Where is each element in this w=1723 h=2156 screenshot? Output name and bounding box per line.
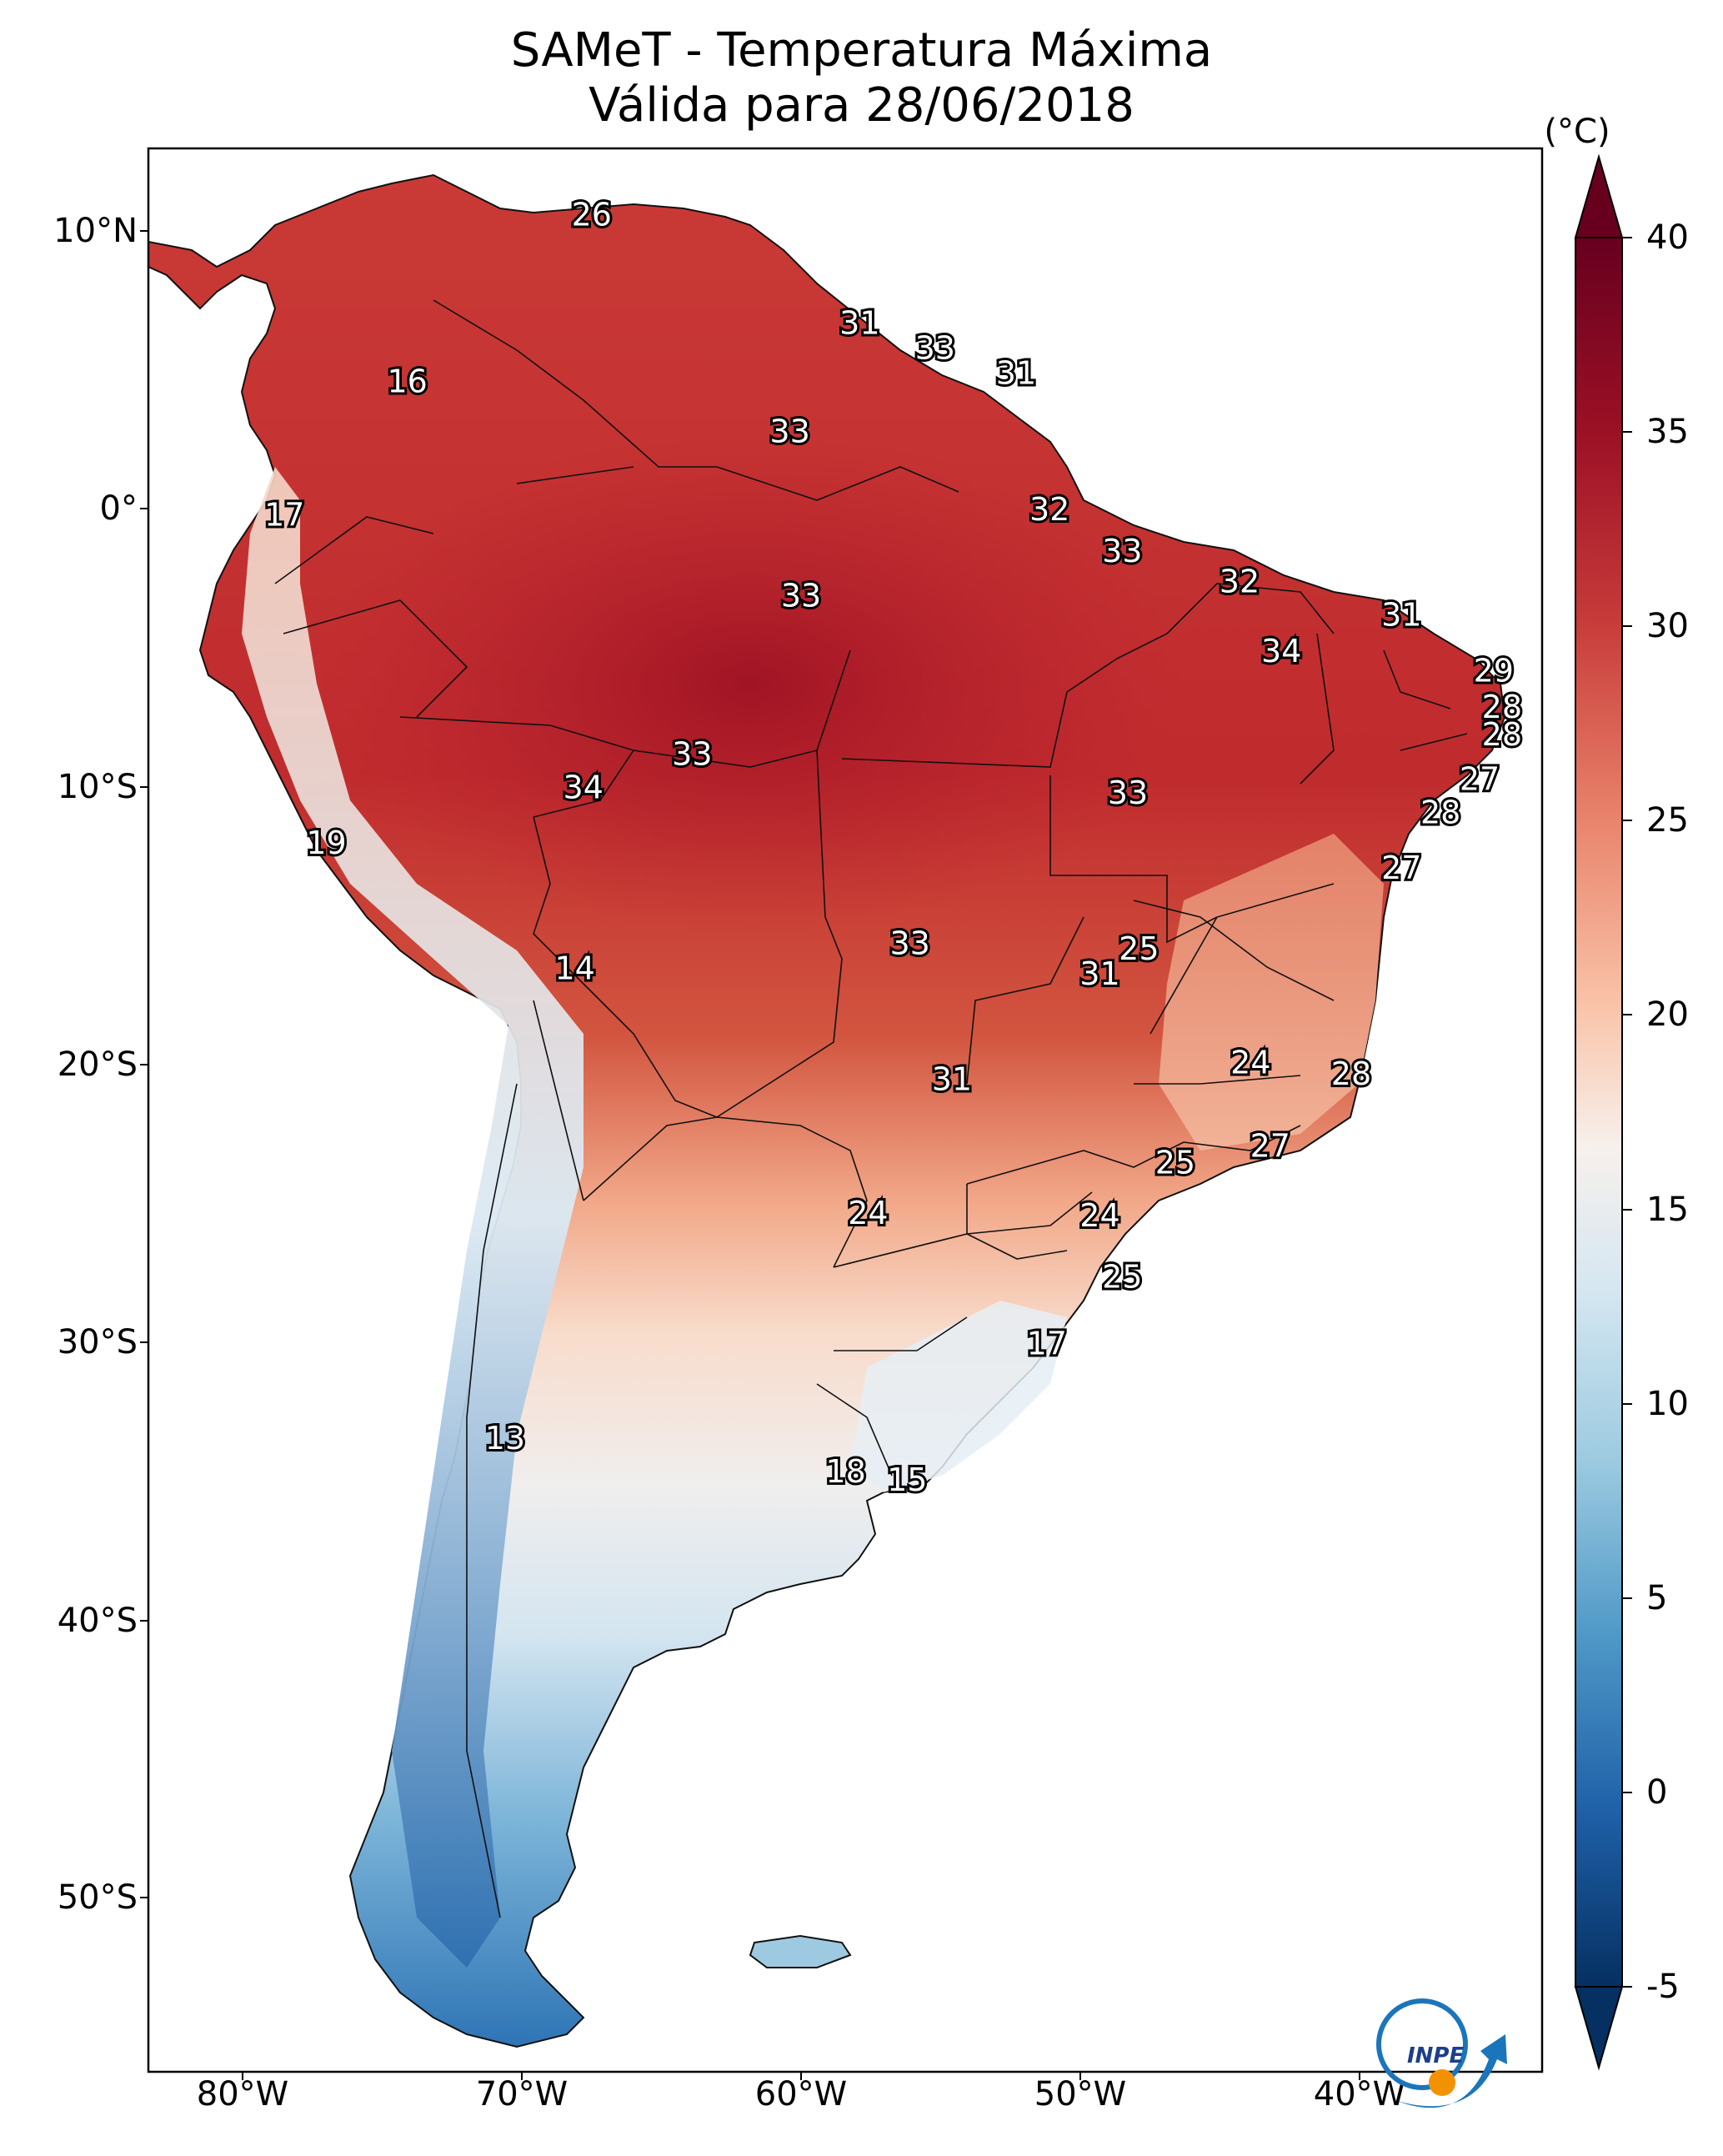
colorbar-tick-label: 35 xyxy=(1646,413,1689,451)
station-temperature-label: 18 xyxy=(825,1453,865,1490)
station-temperature-label: 15 xyxy=(887,1462,927,1498)
colorbar-max-arrow xyxy=(1574,153,1624,238)
station-temperature-label: 25 xyxy=(1102,1258,1142,1295)
station-temperature-label: 13 xyxy=(485,1420,525,1457)
colorbar-ticks xyxy=(1622,237,1632,1988)
station-temperature-label: 25 xyxy=(1119,930,1159,967)
colorbar xyxy=(1574,153,1632,2071)
lat-label: 50°S xyxy=(57,1878,138,1917)
colorbar-tick-label: 0 xyxy=(1646,1773,1668,1812)
lon-label: 40°W xyxy=(1313,2075,1406,2113)
colorbar-tick-label: 20 xyxy=(1646,995,1689,1034)
station-temperature-label: 31 xyxy=(932,1061,972,1098)
station-temperature-label: 24 xyxy=(1079,1197,1119,1234)
andes-cool-ribbon xyxy=(242,467,584,1968)
map-subtitle: Válida para 28/06/2018 xyxy=(589,78,1134,133)
colorbar-tick-label: 25 xyxy=(1646,801,1689,840)
colorbar-bar xyxy=(1575,237,1623,1988)
colorbar-tick-label: 10 xyxy=(1646,1385,1689,1423)
axis-ticks xyxy=(140,230,1360,2080)
station-temperature-label: 16 xyxy=(387,364,427,400)
station-temperature-label: 28 xyxy=(1482,716,1522,753)
station-temperature-label: 31 xyxy=(1079,955,1119,992)
map-frame xyxy=(147,147,1544,2073)
station-temperature-label: 32 xyxy=(1029,491,1069,528)
station-temperature-label: 27 xyxy=(1381,850,1421,886)
station-temperature-label: 26 xyxy=(572,196,612,233)
station-temperature-label: 33 xyxy=(769,414,809,450)
station-temperature-label: 27 xyxy=(1460,760,1500,797)
country-borders xyxy=(274,299,1468,1918)
colorbar-tick-label: 30 xyxy=(1646,607,1689,645)
station-temperature-label: 28 xyxy=(1331,1055,1371,1092)
station-temperature-label: 19 xyxy=(306,825,346,861)
station-temperature-label: 31 xyxy=(996,355,1036,392)
map-title: SAMeT - Temperatura Máxima xyxy=(510,23,1213,78)
station-temperature-label: 14 xyxy=(554,950,594,986)
lat-label: 40°S xyxy=(57,1602,138,1640)
station-temperature-label: 24 xyxy=(848,1195,888,1231)
station-temperature-label: 33 xyxy=(672,735,712,772)
colorbar-tick-label: 40 xyxy=(1646,218,1689,257)
colorbar-tick-label: -5 xyxy=(1646,1968,1680,2006)
station-temperature-label: 27 xyxy=(1250,1128,1290,1165)
lon-label: 50°W xyxy=(1034,2075,1127,2113)
station-temperature-label: 24 xyxy=(1230,1045,1270,1081)
station-temperature-label: 33 xyxy=(1108,775,1148,811)
station-temperature-label: 25 xyxy=(1155,1145,1195,1181)
inpe-logo-text: INPE xyxy=(1407,2043,1464,2068)
station-temperature-label: 17 xyxy=(264,497,304,534)
colorbar-tick-label: 15 xyxy=(1646,1191,1689,1229)
station-temperature-label: 31 xyxy=(1381,597,1421,634)
brazil-plateau-zone xyxy=(1159,834,1384,1151)
lat-label: 0° xyxy=(99,489,138,528)
station-temperature-label: 28 xyxy=(1482,689,1522,725)
station-temperature-label: 34 xyxy=(1261,633,1301,669)
colorbar-min-arrow xyxy=(1574,1986,1624,2071)
station-temperature-label: 33 xyxy=(915,330,955,367)
lon-label: 70°W xyxy=(475,2075,568,2113)
lat-label: 20°S xyxy=(57,1045,138,1084)
colorbar-unit: (°C) xyxy=(1544,113,1610,151)
lon-label: 60°W xyxy=(754,2075,848,2113)
lon-label: 80°W xyxy=(196,2075,289,2113)
colorbar-tick-label: 5 xyxy=(1646,1579,1668,1617)
station-temperature-label: 17 xyxy=(1027,1326,1067,1362)
station-temperature-label: 29 xyxy=(1474,652,1514,689)
station-temperature-label: 32 xyxy=(1220,564,1260,600)
station-temperature-label: 33 xyxy=(889,925,929,961)
lat-label: 10°N xyxy=(53,212,138,250)
station-temperature-label: 31 xyxy=(839,305,879,342)
inpe-logo: INPE xyxy=(1376,1998,1507,2108)
amazon-hot-zone xyxy=(317,434,1184,934)
station-temperature-label: 33 xyxy=(1102,533,1142,569)
uruguay-cool-zone xyxy=(850,1301,1067,1492)
station-temperature-label: 28 xyxy=(1420,795,1460,831)
station-temperature-label: 33 xyxy=(781,577,821,614)
station-temperature-label: 34 xyxy=(563,770,604,806)
lat-label: 30°S xyxy=(57,1323,138,1361)
lat-label: 10°S xyxy=(57,768,138,806)
falkland-islands xyxy=(749,1934,852,1968)
